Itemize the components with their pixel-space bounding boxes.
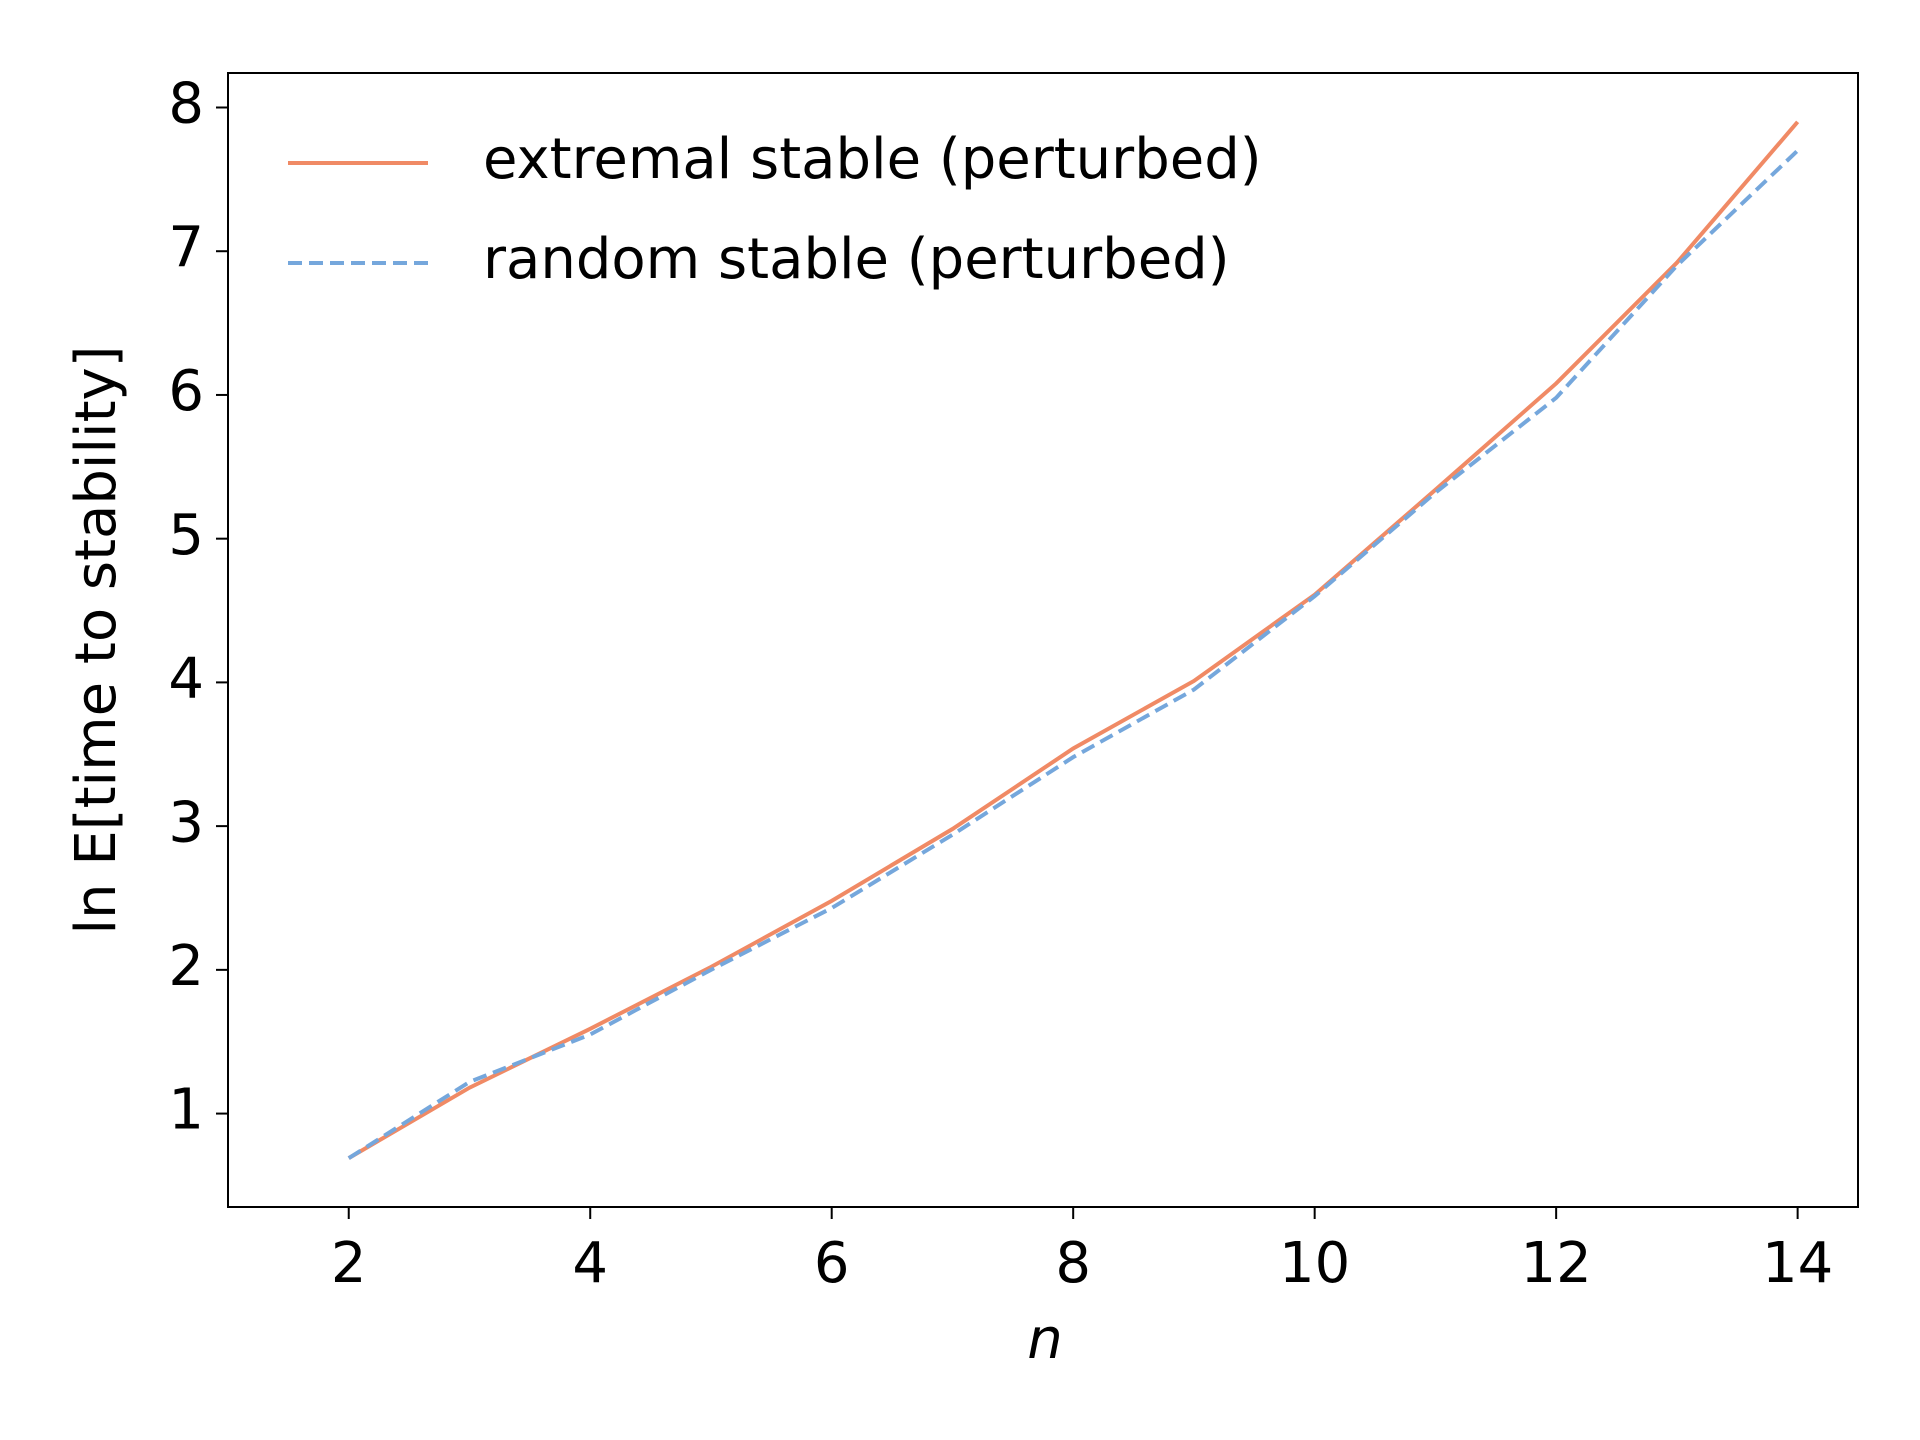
x-tick-label: 10 [1279,1231,1350,1296]
y-axis-label: ln E[time to stability] [64,345,129,934]
data-line [347,149,1800,1160]
legend-label: extremal stable (perturbed) [483,127,1262,192]
x-axis-label: n [1027,1307,1063,1372]
x-tick-label: 8 [1055,1231,1091,1296]
x-tick-label: 4 [572,1231,608,1296]
x-tick-label: 14 [1762,1231,1833,1296]
y-tick-label: 7 [168,215,204,280]
x-tick-label: 12 [1521,1231,1592,1296]
y-tick-label: 3 [168,790,204,855]
x-tick-label: 6 [814,1231,850,1296]
y-tick-label: 1 [168,1078,204,1143]
plot-frame [227,72,1859,1208]
y-tick-label: 6 [168,359,204,424]
y-tick-label: 8 [168,72,204,137]
x-tick-label: 2 [331,1231,367,1296]
legend-label: random stable (perturbed) [483,227,1230,292]
y-tick-label: 2 [168,934,204,999]
data-line [347,120,1800,1160]
y-tick-label: 5 [168,503,204,568]
y-tick-label: 4 [168,647,204,712]
